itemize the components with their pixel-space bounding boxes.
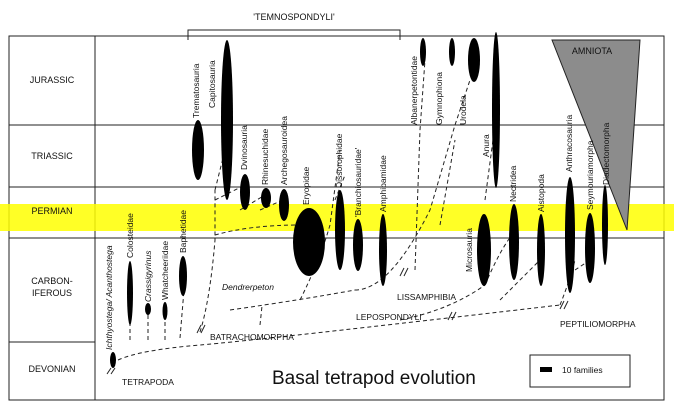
spindle-dvinosauria [240, 174, 250, 210]
period-triassic: TRIASSIC [31, 151, 73, 161]
legend: 10 families [529, 354, 631, 388]
clade-lepospondyli: LEPOSPONDYLI [356, 312, 422, 322]
amniota-label: AMNIOTA [572, 46, 612, 56]
taxon-seymouriamorpha: Seymouriamorpha [585, 140, 595, 210]
taxon-capitosauria: Capitosauria [207, 60, 217, 108]
legend-swatch [540, 367, 552, 372]
clade-batrachomorpha: BATRACHOMORPHA [210, 332, 294, 342]
taxon-urodela: Urodela [458, 95, 468, 125]
diagram-title: Basal tetrapod evolution [272, 368, 476, 389]
clade-tetrapoda: TETRAPODA [122, 377, 174, 387]
spindle-anura [492, 32, 500, 188]
taxon-ichthyostega: Ichthyostega/ Acanthostega [104, 245, 114, 350]
taxon-whatcheeriidae: Whatcheeriidae [160, 241, 170, 300]
spindle-albanerpetontidae [420, 38, 426, 66]
spindle-colosteidae [127, 261, 133, 325]
spindle-eryopidae [293, 208, 325, 276]
taxon-rhinesuchidae: Rhinesuchidae [260, 128, 270, 185]
taxon-crassigyrinus: Crassigyrinus [143, 250, 153, 302]
taxon-nectridea: Nectridea [508, 165, 518, 202]
taxon-anthracosauria: Anthracosauria [564, 115, 574, 172]
legend-text: 10 families [562, 365, 603, 375]
taxon-microsauria: Microsauria [464, 228, 474, 272]
period-labels: JURASSIC TRIASSIC PERMIAN CARBON- IFEROU… [28, 75, 75, 374]
spindle-gymnophiona [449, 38, 455, 66]
spindle-rhinesuchidae [261, 188, 271, 208]
period-carboniferous-2: IFEROUS [32, 288, 72, 298]
taxon-baphetidae: Baphetidae [178, 210, 188, 253]
period-carboniferous-1: CARBON- [31, 276, 73, 286]
amniota-wedge [551, 39, 641, 231]
spindle-microsauria [477, 214, 491, 286]
spindle-amphibamidae [379, 214, 387, 286]
spindle-seymouriamorpha [585, 213, 595, 283]
spindle-anthracosauria [565, 177, 575, 293]
spindle-baphetidae [179, 256, 187, 296]
spindle-whatcheeriidae [162, 302, 168, 320]
taxon-dvinosauria: Dvinosauria [239, 125, 249, 170]
spindle-crassigyrinus [145, 303, 151, 315]
spindle-archegosauroidea [279, 189, 289, 221]
period-jurassic: JURASSIC [30, 75, 75, 85]
clade-peptiliomorpha: PEPTILIOMORPHA [560, 319, 636, 329]
taxon-anura: Anura [481, 134, 491, 157]
temnospondyli-label: 'TEMNOSPONDYLI' [253, 12, 335, 22]
taxon-dendrerpeton: Dendrerpeton [222, 282, 274, 292]
spindle-ichthyostega [110, 352, 116, 368]
taxon-branchiosauridae: 'Branchiosauridae' [353, 147, 363, 217]
spindle-urodela [468, 38, 480, 82]
break-marks [106, 267, 569, 375]
taxon-colosteidae: Colosteidae [125, 213, 135, 258]
clade-labels: TETRAPODA BATRACHOMORPHA LEPOSPONDYLI LI… [122, 292, 636, 387]
spindle-branchiosauridae [353, 219, 363, 271]
taxon-archegosauroidea: Archegosauroidea [279, 116, 289, 185]
taxon-eryopidae: Eryopidae [301, 166, 311, 205]
period-permian: PERMIAN [31, 206, 72, 216]
period-devonian: DEVONIAN [28, 364, 75, 374]
taxon-gymnophiona: Gymnophiona [434, 72, 444, 125]
taxon-dissorophidae: Dissorophidae [334, 133, 344, 188]
taxon-trematosauria: Trematosauria [191, 63, 201, 118]
temnospondyli-bracket [187, 29, 401, 40]
spindle-capitosauria [221, 40, 233, 200]
taxon-aistopoda: Aistopoda [536, 174, 546, 212]
taxon-labels: Ichthyostega/ Acanthostega Colosteidae C… [104, 56, 611, 350]
spindle-dissorophidae [335, 190, 345, 270]
spindle-aistopoda [537, 214, 545, 286]
taxon-albanerpetontidae: Albanerpetontidae [409, 56, 419, 125]
clade-lissamphibia: LISSAMPHIBIA [397, 292, 456, 302]
taxon-amphibamidae: Amphibamidae [378, 155, 388, 212]
taxon-diadectomorpha: Diadectomorpha [601, 122, 611, 185]
spindle-trematosauria [192, 120, 204, 180]
spindle-nectridea [509, 204, 519, 280]
lineage-spindles [110, 32, 608, 368]
spindle-diadectomorpha [602, 185, 608, 265]
